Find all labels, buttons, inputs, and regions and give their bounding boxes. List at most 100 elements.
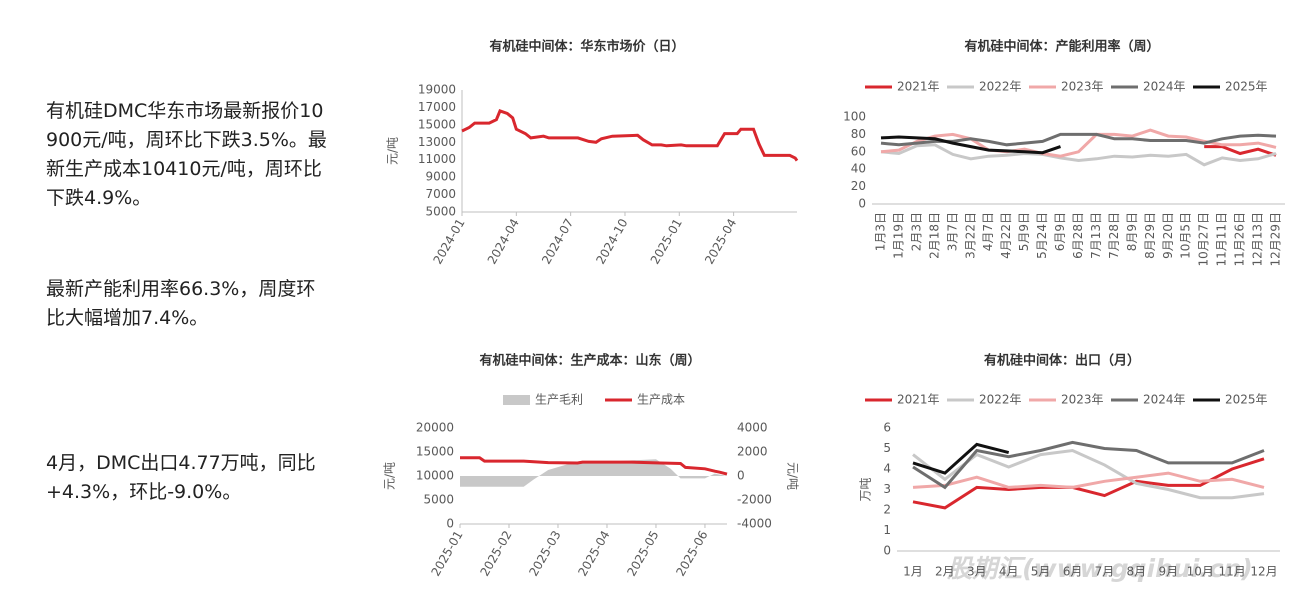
- y-tick-label: 3: [883, 482, 891, 496]
- summary-text: 最新产能利用率66.3%，周度环比大幅增加7.4%。: [46, 278, 316, 329]
- legend-label: 2021年: [897, 393, 940, 407]
- y-tick-label: 80: [851, 127, 866, 141]
- x-tick-label: 3月7日: [945, 212, 959, 251]
- y2-tick-label: 2000: [737, 445, 768, 459]
- x-tick-label: 2024-01: [430, 216, 467, 266]
- x-tick-label: 11月11日: [1215, 212, 1229, 267]
- x-tick-label: 2025-01: [648, 216, 685, 266]
- x-tick-label: 9月: [1158, 565, 1178, 579]
- y-tick-label: 0: [858, 197, 866, 211]
- x-tick-label: 7月13日: [1089, 212, 1103, 259]
- x-tick-label: 8月: [1127, 565, 1147, 579]
- x-tick-label: 11月26日: [1233, 212, 1247, 267]
- legend-label: 2023年: [1061, 393, 1104, 407]
- legend-label: 2025年: [1225, 393, 1268, 407]
- x-tick-label: 2月: [935, 565, 955, 579]
- y2-axis-label: 元/吨: [786, 462, 800, 490]
- x-tick-label: 10月: [1187, 565, 1214, 579]
- x-tick-label: 10月27日: [1197, 212, 1211, 267]
- legend-label: 生产成本: [637, 393, 685, 407]
- y-tick-label: 13000: [418, 135, 456, 149]
- y-tick-label: 0: [446, 517, 454, 531]
- x-tick-label: 8月29日: [1143, 212, 1157, 259]
- line-series: [460, 456, 728, 476]
- legend-label: 2024年: [1143, 393, 1186, 407]
- watermark: 股期汇(www.gqihui.cn): [946, 554, 1253, 583]
- x-tick-label: 7月: [1095, 565, 1115, 579]
- y2-tick-label: 0: [737, 469, 745, 483]
- legend-label: 生产毛利: [535, 393, 583, 407]
- x-tick-label: 3月: [967, 565, 987, 579]
- y-tick-label: 11000: [418, 152, 456, 166]
- legend-label: 2024年: [1143, 80, 1186, 94]
- y2-tick-label: -4000: [737, 517, 772, 531]
- y-tick-label: 15000: [416, 445, 454, 459]
- x-tick-label: 2025-06: [673, 528, 710, 578]
- x-tick-label: 2025-02: [477, 528, 514, 578]
- x-tick-label: 5月: [1031, 565, 1051, 579]
- x-tick-label: 12月13日: [1251, 212, 1265, 267]
- y-tick-label: 9000: [425, 170, 456, 184]
- y-tick-label: 4: [883, 462, 891, 476]
- x-tick-label: 8月9日: [1125, 212, 1139, 251]
- y-tick-label: 5: [883, 441, 891, 455]
- x-tick-label: 2024-07: [539, 216, 576, 266]
- y-tick-label: 7000: [425, 187, 456, 201]
- line-series: [1204, 145, 1277, 157]
- y-tick-label: 1: [883, 523, 891, 537]
- x-tick-label: 4月7日: [981, 212, 995, 251]
- y-axis-label: 万吨: [859, 477, 873, 501]
- x-tick-label: 1月19日: [891, 212, 905, 259]
- line-series: [912, 440, 1265, 490]
- x-tick-label: 2月18日: [927, 212, 941, 259]
- x-tick-label: 7月28日: [1107, 212, 1121, 259]
- x-tick-label: 3月22日: [963, 212, 977, 259]
- x-tick-label: 11月: [1218, 565, 1245, 579]
- legend-swatch: [503, 395, 530, 405]
- x-tick-label: 5月9日: [1017, 212, 1031, 251]
- y-tick-label: 5000: [423, 493, 454, 507]
- x-tick-label: 2024-04: [485, 216, 522, 266]
- x-tick-label: 9月20日: [1161, 212, 1175, 259]
- y-tick-label: 20000: [416, 421, 454, 435]
- x-tick-label: 2025-05: [624, 528, 661, 578]
- x-tick-label: 6月28日: [1071, 212, 1085, 259]
- legend-label: 2023年: [1061, 80, 1104, 94]
- summary-text: 有机硅DMC华东市场最新报价10900元/吨，周环比下跌3.5%。最新生产成本1…: [46, 100, 327, 209]
- legend-label: 2025年: [1225, 80, 1268, 94]
- chart-title: 有机硅中间体：华东市场价（日）: [489, 39, 684, 55]
- x-tick-label: 4月22日: [999, 212, 1013, 259]
- line-series: [912, 457, 1265, 510]
- x-tick-label: 6月9日: [1053, 212, 1067, 251]
- legend-label: 2022年: [979, 393, 1022, 407]
- chart-title: 有机硅中间体：生产成本：山东（周）: [479, 353, 700, 369]
- y-tick-label: 15000: [418, 117, 456, 131]
- x-tick-label: 5月24日: [1035, 212, 1049, 259]
- y-tick-label: 40: [851, 162, 866, 176]
- y-tick-label: 10000: [416, 469, 454, 483]
- area-series: [460, 459, 727, 487]
- y-tick-label: 17000: [418, 100, 456, 114]
- x-tick-label: 12月29日: [1269, 212, 1283, 267]
- x-tick-label: 1月: [903, 565, 923, 579]
- legend-label: 2021年: [897, 80, 940, 94]
- y2-tick-label: -2000: [737, 493, 772, 507]
- x-tick-label: 1月3日: [873, 212, 887, 251]
- x-tick-label: 6月: [1063, 565, 1083, 579]
- x-tick-label: 2025-03: [526, 528, 563, 578]
- line-series: [912, 471, 1265, 489]
- chart-title: 有机硅中间体：出口（月）: [984, 353, 1140, 369]
- chart-title: 有机硅中间体：产能利用率（周）: [964, 39, 1159, 55]
- y-tick-label: 19000: [418, 83, 456, 97]
- line-series: [461, 109, 799, 162]
- line-series: [912, 442, 1010, 475]
- y-tick-label: 0: [883, 544, 891, 558]
- y-tick-label: 20: [851, 179, 866, 193]
- y2-tick-label: 4000: [737, 421, 768, 435]
- line-series: [880, 135, 1061, 155]
- x-tick-label: 10月5日: [1179, 212, 1193, 259]
- x-tick-label: 2025-04: [575, 528, 612, 578]
- y-tick-label: 6: [883, 421, 891, 435]
- x-tick-label: 2024-10: [593, 216, 630, 266]
